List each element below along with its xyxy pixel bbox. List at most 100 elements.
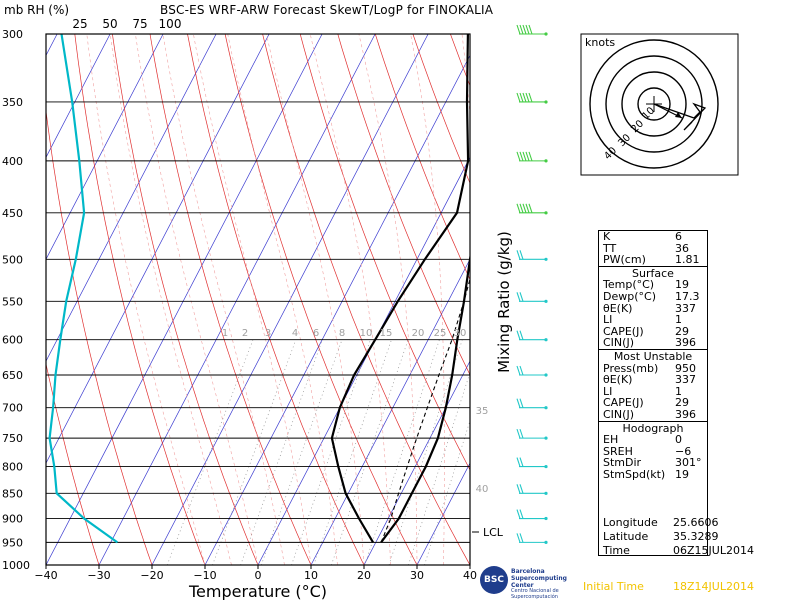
index-row: TT 36: [599, 241, 707, 255]
wind-barb-flag: [519, 330, 524, 340]
mixing-ratio-tick-label: 20: [412, 328, 425, 339]
mixing-ratio-line: [212, 339, 297, 565]
wind-barb: [516, 92, 548, 104]
index-label: EH: [603, 433, 619, 447]
hodograph-label: knots: [585, 36, 615, 49]
index-row: EH 0: [599, 434, 707, 446]
index-label: TT: [603, 241, 617, 255]
index-value: 950: [675, 361, 696, 375]
wind-barb-station: [544, 299, 548, 303]
dry-adiabat-line: [262, 34, 470, 565]
location-panel: Longitude 25.6606 Latitude 35.3289 Time 06Z…: [603, 516, 754, 558]
pressure-tick-label: 750: [2, 432, 23, 445]
x-axis-label: Temperature (°C): [188, 582, 327, 600]
mixing-ratio-tick-label: 10: [360, 328, 373, 339]
moist-adiabat-line: [109, 34, 232, 565]
wind-barb-station: [544, 464, 548, 469]
temperature-tick-label: 10: [304, 569, 318, 582]
mixing-ratio-line: [313, 339, 392, 565]
wind-barb-flag: [519, 365, 524, 376]
bsc-logo-mark: BSC: [480, 566, 508, 594]
relative_humidity_pct-line: [48, 34, 119, 544]
pressure-tick-label: 500: [2, 253, 23, 266]
mixing-ratio-line: [166, 339, 254, 565]
wind-barb-flag: [519, 428, 524, 439]
wind-barb-flag: [519, 203, 524, 214]
moist-adiabat-line: [135, 34, 259, 565]
mixing-ratio-tick-label: 2: [242, 328, 248, 339]
longitude-value: 25.6606: [673, 516, 719, 529]
wind-barb: [516, 292, 548, 303]
hodograph-trace: [653, 102, 707, 131]
bsc-logo-subtitle: Centro Nacional de Supercomputación: [511, 588, 559, 600]
isotherm-line: [310, 258, 470, 565]
wind-barb-flag: [516, 203, 521, 214]
longitude-label: Longitude: [603, 516, 658, 529]
isotherm-line: [363, 360, 470, 565]
index-value: 396: [675, 336, 696, 350]
bsc-logo: BSC Barcelona Supercomputing Center Cent…: [480, 566, 580, 600]
index-label: Press(mb): [603, 361, 659, 375]
wind-barb-flag: [516, 24, 521, 35]
wind-barb-flag: [519, 457, 524, 467]
pressure-tick-label: 800: [2, 461, 23, 474]
latitude-value: 35.3289: [673, 530, 719, 543]
isotherm-line: [98, 34, 376, 565]
dry-adiabat-line: [412, 34, 470, 184]
wind-barb-station: [544, 540, 548, 544]
pressure-tick-label: 900: [2, 513, 23, 526]
mixing-ratio-line: [240, 339, 323, 565]
index-label: CAPE(J): [603, 396, 644, 410]
bsc-logo-name: Barcelona Supercomputing Center: [511, 568, 567, 589]
mixing-ratio-tick-label: 40: [476, 484, 489, 495]
hodograph-ring: [605, 55, 703, 153]
wind-barb-flag: [519, 398, 524, 408]
wind-barb-flag: [525, 24, 530, 35]
wind-barb-flag: [528, 203, 533, 214]
index-value: 36: [675, 241, 689, 255]
wind-barb-flag: [516, 509, 521, 519]
wind-barb: [516, 330, 548, 342]
wind-barb-flag: [528, 92, 533, 103]
wind-barb-station: [544, 373, 548, 377]
index-row: CIN(J) 396: [599, 337, 707, 349]
index-row: Temp(°C) 19: [599, 279, 707, 291]
wind-barb-flag: [516, 151, 521, 162]
isotherm-line: [46, 34, 111, 159]
surface-section-title: Surface: [599, 265, 707, 280]
mixing-ratio-tick-label: 25: [434, 328, 447, 339]
temperature-tick-label: 40: [463, 569, 477, 582]
wind-barb-station: [544, 100, 548, 104]
mixing-ratio-tick-label: 4: [292, 328, 298, 339]
dewpoint-line: [380, 252, 470, 544]
wind-barb-flag: [516, 330, 521, 340]
index-row: Press(mb) 950: [599, 361, 707, 375]
most-unstable-section-title: Most Unstable: [599, 348, 707, 363]
moist-adiabat-line: [309, 34, 391, 565]
index-label: Dewp(°C): [603, 289, 656, 303]
pressure-tick-label: 700: [2, 402, 23, 415]
isotherm-line: [46, 34, 323, 565]
wind-barb: [516, 365, 548, 377]
wind-barb-flag: [519, 24, 524, 35]
wind-barb-flag: [525, 151, 530, 162]
mixing-ratio-tick-label: 1: [222, 328, 228, 339]
lcl-label: LCL: [483, 526, 504, 539]
wind-barb-station: [544, 516, 548, 521]
wind-barb-station: [544, 32, 548, 36]
rh-tick-label: 100: [159, 17, 182, 31]
pressure-tick-label: 600: [2, 334, 23, 347]
index-row: PW(cm) 1.81: [599, 254, 707, 266]
index-label: PW(cm): [603, 253, 646, 267]
wind-barb-flag: [516, 533, 521, 543]
wind-barb-flag: [522, 24, 527, 35]
wind-barb-flag: [516, 250, 521, 260]
dry-adiabat-line: [187, 34, 365, 565]
index-value: 1: [675, 313, 682, 327]
wind-barb-station: [544, 436, 548, 440]
wind-barb-flag: [519, 250, 524, 260]
temperature-line: [330, 34, 470, 543]
index-label: CAPE(J): [603, 324, 644, 338]
mixing-ratio-line: [291, 339, 371, 565]
index-row: θE(K) 337: [599, 302, 707, 315]
